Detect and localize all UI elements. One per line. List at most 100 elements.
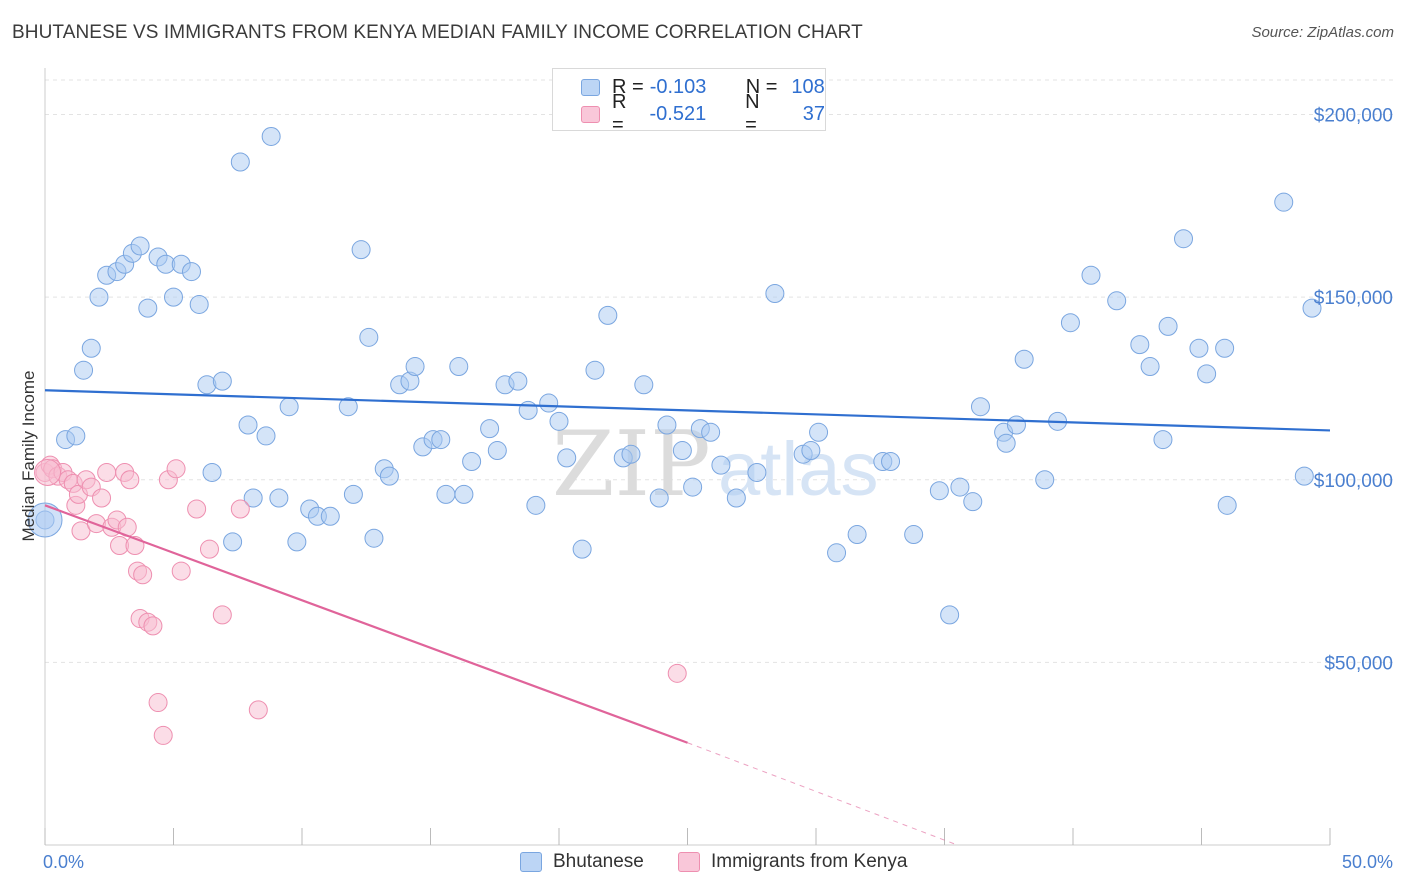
data-point — [359, 327, 379, 347]
data-point — [181, 262, 201, 282]
data-point — [539, 393, 559, 413]
data-point — [92, 488, 112, 508]
data-point — [120, 470, 140, 490]
data-point — [164, 287, 183, 307]
legend-n-value: 37 — [802, 102, 825, 125]
data-point-large — [34, 458, 62, 486]
data-point — [929, 481, 949, 501]
legend-r-value: -0.103 — [649, 75, 707, 98]
data-point — [847, 525, 867, 545]
data-point — [199, 539, 219, 559]
y-tick-label: $200,000 — [1314, 106, 1393, 127]
data-point — [187, 499, 207, 519]
data-point — [269, 488, 289, 508]
data-point — [89, 287, 109, 307]
data-point — [1302, 298, 1322, 318]
data-point — [1014, 349, 1034, 369]
y-tick-label: $150,000 — [1314, 288, 1393, 309]
data-point — [1158, 316, 1178, 336]
data-point — [1174, 229, 1194, 249]
data-point — [549, 411, 569, 431]
x-tick-label: 0.0% — [43, 852, 84, 872]
data-point — [1189, 338, 1209, 358]
data-point — [657, 415, 677, 435]
legend-n-value: 108 — [791, 75, 825, 98]
data-point-large — [27, 502, 63, 538]
data-point — [320, 506, 340, 526]
trend-line-kenya — [44, 504, 688, 744]
data-point — [801, 441, 821, 461]
series-kenya — [34, 455, 687, 745]
data-point — [256, 426, 276, 446]
data-point — [1035, 470, 1055, 490]
y-tick-label: $100,000 — [1314, 471, 1393, 492]
data-point — [881, 452, 901, 471]
data-point — [166, 459, 186, 479]
data-point — [1006, 415, 1026, 435]
data-point — [672, 441, 692, 461]
legend-swatch-blue — [520, 852, 542, 872]
data-point — [364, 528, 384, 548]
source-label: Source: ZipAtlas.com — [1251, 24, 1394, 41]
data-point — [598, 305, 618, 325]
data-point — [487, 441, 507, 461]
watermark: ZIP atlas — [552, 412, 879, 517]
data-point — [261, 126, 281, 146]
legend-row-bhutanese: R = -0.103 N = 108 — [581, 75, 825, 99]
data-point — [1294, 466, 1314, 486]
data-point — [1130, 335, 1150, 355]
data-point — [950, 477, 970, 497]
legend-r-label: R = — [612, 75, 644, 98]
watermark-zip: ZIP — [552, 412, 711, 517]
data-point — [711, 455, 731, 475]
data-point — [963, 492, 983, 512]
data-point — [1107, 291, 1127, 311]
data-point — [1081, 265, 1101, 285]
data-point — [683, 477, 703, 497]
trend-line-bhutanese — [44, 389, 1331, 432]
data-point — [248, 700, 268, 720]
data-point — [518, 400, 538, 420]
axes — [44, 68, 1331, 846]
data-point — [557, 448, 577, 468]
data-point — [621, 444, 641, 464]
data-point — [462, 452, 482, 471]
data-point — [667, 663, 687, 683]
data-point — [171, 561, 191, 581]
data-point — [585, 360, 605, 380]
legend-label-bhutanese: Bhutanese — [553, 851, 644, 872]
data-point — [212, 371, 232, 391]
data-point — [649, 488, 669, 508]
data-point — [279, 397, 299, 417]
legend-r-value: -0.521 — [649, 102, 707, 125]
data-point — [1153, 430, 1173, 450]
data-point — [153, 725, 173, 745]
data-point — [202, 462, 222, 482]
legend-item-bhutanese[interactable]: Bhutanese — [520, 851, 644, 873]
data-point — [904, 525, 924, 545]
legend-row-kenya: R = -0.521 N = 37 — [581, 91, 825, 136]
legend-n-label: N = — [745, 91, 760, 136]
data-point — [970, 397, 990, 417]
data-point — [765, 283, 785, 303]
data-point — [1140, 357, 1160, 377]
tick-labels: $50,000 $100,000 $150,000 $200,000 0.0% 50.0% — [43, 106, 1393, 872]
data-point — [454, 484, 474, 504]
legend-swatch-pink — [581, 105, 600, 123]
data-point — [338, 397, 358, 417]
data-point — [212, 605, 232, 625]
data-point — [133, 565, 153, 585]
data-point — [436, 484, 456, 504]
legend-item-kenya[interactable]: Immigrants from Kenya — [678, 851, 907, 873]
data-point — [1274, 192, 1294, 212]
data-point — [97, 462, 117, 482]
data-point — [405, 357, 425, 377]
data-point — [71, 521, 91, 541]
data-point — [634, 375, 654, 395]
data-point — [996, 433, 1016, 453]
data-point — [809, 422, 829, 442]
data-point — [138, 298, 158, 318]
series-bhutanese — [27, 126, 1322, 625]
data-point — [480, 419, 500, 439]
data-point — [1217, 495, 1237, 515]
